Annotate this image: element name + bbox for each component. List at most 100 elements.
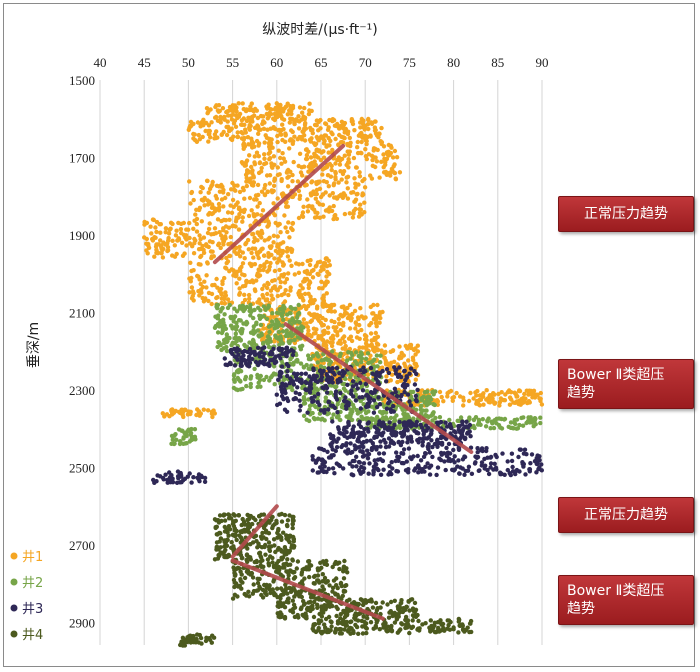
data-point-井1 bbox=[345, 196, 351, 201]
data-point-井4 bbox=[361, 614, 366, 619]
data-point-井1 bbox=[381, 170, 387, 175]
data-point-井4 bbox=[251, 588, 257, 594]
data-point-井1 bbox=[296, 126, 302, 131]
data-point-井3 bbox=[326, 399, 331, 405]
data-point-井4 bbox=[403, 625, 408, 631]
data-point-井4 bbox=[315, 568, 321, 573]
data-point-井4 bbox=[263, 589, 268, 594]
data-point-井1 bbox=[153, 244, 159, 249]
data-point-井1 bbox=[219, 182, 224, 188]
data-point-井4 bbox=[265, 557, 271, 562]
data-point-井1 bbox=[252, 154, 257, 159]
data-point-井2 bbox=[432, 402, 437, 408]
data-point-井4 bbox=[242, 522, 248, 527]
data-point-井3 bbox=[452, 454, 457, 459]
data-point-井2 bbox=[244, 383, 249, 389]
data-point-井3 bbox=[271, 346, 276, 351]
data-point-井3 bbox=[352, 458, 357, 464]
data-point-井1 bbox=[220, 281, 225, 287]
data-point-井1 bbox=[195, 273, 200, 279]
data-point-井3 bbox=[418, 458, 424, 463]
data-point-井3 bbox=[370, 390, 375, 396]
data-point-井2 bbox=[248, 313, 253, 318]
data-point-井4 bbox=[458, 623, 464, 628]
data-point-井3 bbox=[405, 382, 410, 388]
data-point-井1 bbox=[277, 276, 282, 281]
data-point-井1 bbox=[326, 150, 331, 155]
data-point-井1 bbox=[392, 148, 398, 154]
data-point-井4 bbox=[335, 561, 340, 566]
data-point-井3 bbox=[443, 420, 448, 425]
data-point-井4 bbox=[253, 517, 258, 523]
data-point-井1 bbox=[219, 132, 224, 137]
data-point-井1 bbox=[272, 117, 277, 122]
data-point-井3 bbox=[355, 430, 361, 435]
data-point-井4 bbox=[261, 525, 267, 531]
data-point-井4 bbox=[397, 604, 402, 609]
data-point-井1 bbox=[247, 122, 252, 128]
data-point-井3 bbox=[276, 346, 281, 351]
data-point-井3 bbox=[435, 465, 441, 470]
data-point-井1 bbox=[306, 203, 312, 209]
data-point-井1 bbox=[154, 229, 159, 235]
data-point-井1 bbox=[330, 191, 335, 196]
data-point-井3 bbox=[442, 459, 447, 464]
data-point-井2 bbox=[267, 378, 272, 383]
data-point-井1 bbox=[164, 412, 170, 417]
data-point-井1 bbox=[278, 230, 283, 235]
data-point-井4 bbox=[284, 533, 289, 538]
data-point-井2 bbox=[240, 386, 245, 392]
data-point-井4 bbox=[252, 559, 257, 565]
data-point-井4 bbox=[294, 566, 299, 571]
data-point-井2 bbox=[422, 390, 428, 395]
data-point-井1 bbox=[308, 161, 313, 167]
data-point-井4 bbox=[322, 603, 327, 608]
data-point-井4 bbox=[416, 618, 421, 624]
data-point-井4 bbox=[400, 622, 405, 627]
data-point-井4 bbox=[341, 576, 347, 581]
data-point-井1 bbox=[321, 299, 326, 305]
data-point-井2 bbox=[238, 338, 243, 343]
data-point-井4 bbox=[306, 565, 311, 570]
data-point-井1 bbox=[246, 142, 251, 147]
data-point-井3 bbox=[404, 420, 409, 425]
data-point-井1 bbox=[336, 142, 341, 147]
data-point-井1 bbox=[283, 225, 288, 230]
data-point-井3 bbox=[383, 444, 389, 450]
data-point-井3 bbox=[333, 395, 338, 400]
data-point-井1 bbox=[237, 276, 242, 281]
data-point-井1 bbox=[309, 108, 314, 114]
data-point-井1 bbox=[304, 156, 310, 162]
data-point-井3 bbox=[285, 369, 290, 374]
data-point-井2 bbox=[218, 318, 223, 324]
data-point-井2 bbox=[360, 416, 365, 422]
data-point-井3 bbox=[488, 455, 493, 460]
data-point-井1 bbox=[188, 124, 193, 129]
data-point-井1 bbox=[300, 214, 306, 219]
data-point-井3 bbox=[348, 441, 353, 446]
data-point-井3 bbox=[408, 366, 414, 371]
data-point-井2 bbox=[291, 319, 296, 324]
data-point-井1 bbox=[355, 150, 361, 156]
data-point-井1 bbox=[197, 241, 202, 246]
data-point-井1 bbox=[514, 399, 520, 404]
data-point-井1 bbox=[339, 177, 344, 182]
data-point-井4 bbox=[446, 618, 452, 623]
data-point-井1 bbox=[371, 148, 376, 153]
data-point-井1 bbox=[374, 159, 380, 164]
data-point-井2 bbox=[301, 365, 307, 370]
data-point-井1 bbox=[354, 192, 359, 197]
data-point-井1 bbox=[250, 171, 255, 176]
data-point-井1 bbox=[311, 331, 317, 336]
data-point-井4 bbox=[257, 584, 262, 589]
data-point-井2 bbox=[302, 397, 307, 403]
data-point-井1 bbox=[197, 207, 202, 213]
data-point-井3 bbox=[486, 471, 492, 477]
data-point-井1 bbox=[468, 390, 473, 396]
data-point-井1 bbox=[256, 231, 261, 236]
data-point-井2 bbox=[235, 368, 241, 373]
data-point-井3 bbox=[407, 399, 412, 404]
data-point-井4 bbox=[239, 522, 244, 528]
data-point-井2 bbox=[338, 417, 343, 423]
data-point-井3 bbox=[493, 465, 499, 470]
